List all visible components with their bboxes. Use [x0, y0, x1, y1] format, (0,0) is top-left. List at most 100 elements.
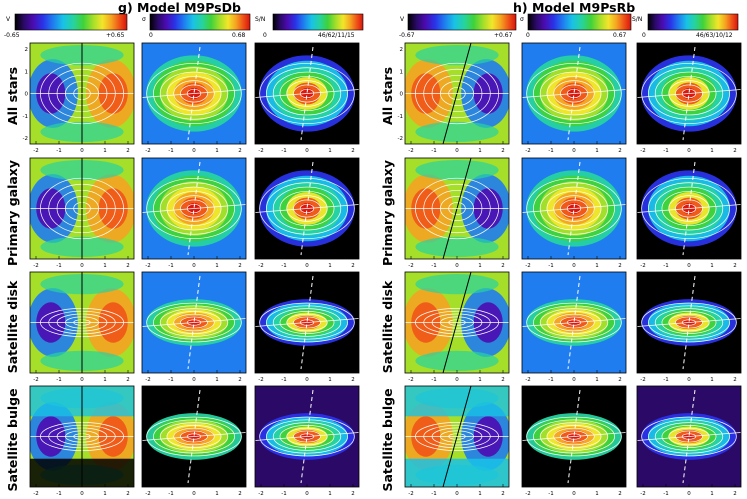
x-tick-label: -1: [548, 491, 553, 497]
x-tick-label: 0: [80, 491, 84, 497]
x-tick-label: -1: [663, 263, 668, 269]
map-panel-all-stars-h-sn: -2 -1 0 1 2: [636, 42, 742, 154]
colorbar-h-sn-symbol: S/N: [632, 16, 642, 23]
x-tick-label: -1: [431, 263, 436, 269]
x-tick-label: -1: [548, 377, 553, 383]
y-tick-labels: -2 -1 0 1 2: [398, 47, 404, 142]
x-tick-label: 2: [126, 377, 130, 383]
map-panel-primary-galaxy-g-velocity: -2 -1 0 1 2: [29, 157, 135, 269]
map-panel-all-stars-g-velocity: -2 -1 0 1 2 -2 -1 0 1 2: [23, 42, 135, 154]
x-tick-label: -1: [281, 263, 286, 269]
x-tick-label: 1: [103, 263, 107, 269]
y-tick-label: 2: [400, 47, 404, 53]
row-label-satellite-disk: Satellite disk: [5, 280, 20, 373]
x-tick-label: 2: [733, 491, 737, 497]
x-tick-label: 0: [455, 377, 459, 383]
row-label-satellite-bulge: Satellite bulge: [5, 388, 20, 491]
x-tick-label: 2: [351, 148, 355, 154]
x-tick-label: -2: [525, 148, 530, 154]
map-panel-primary-galaxy-h-sn: -2 -1 0 1 2: [636, 157, 742, 269]
x-tick-label: -1: [431, 377, 436, 383]
y-tick-label: 0: [25, 92, 29, 98]
colorbar-g-velocity-min: -0.65: [4, 32, 20, 39]
x-tick-label: 0: [687, 377, 691, 383]
x-tick-label: 1: [710, 377, 714, 383]
colorbar-g-sigma-symbol: σ: [142, 16, 146, 23]
map-panel-satellite-bulge-g-sn: -2 -1 0 1 2: [254, 385, 360, 497]
map-panel-satellite-bulge-h-velocity: -2 -1 0 1 2: [404, 385, 510, 497]
x-tick-label: 2: [733, 148, 737, 154]
x-tick-label: 0: [305, 491, 309, 497]
colorbar-h-sigma-min: 0: [526, 32, 530, 39]
x-tick-label: 1: [215, 148, 219, 154]
x-tick-label: 2: [501, 377, 505, 383]
map-panel-satellite-disk-g-sigma: -2 -1 0 1 2: [141, 271, 247, 383]
x-tick-label: -2: [640, 377, 645, 383]
y-tick-label: 1: [400, 69, 404, 75]
x-tick-label: 2: [238, 263, 242, 269]
y-tick-labels: -2 -1 0 1 2: [23, 47, 29, 142]
x-tick-label: 1: [478, 263, 482, 269]
x-tick-label: 2: [501, 491, 505, 497]
x-tick-label: -2: [33, 491, 38, 497]
x-tick-label: 0: [305, 148, 309, 154]
colorbar-g-sn-max: 46/62/11/15: [318, 32, 355, 39]
map-panel-all-stars-h-sigma: -2 -1 0 1 2: [521, 42, 627, 154]
x-tick-label: -1: [548, 148, 553, 154]
y-tick-label: -2: [398, 136, 403, 142]
x-tick-label: 2: [351, 491, 355, 497]
map-panel-primary-galaxy-g-sigma: -2 -1 0 1 2: [141, 157, 247, 269]
x-tick-label: -1: [281, 491, 286, 497]
panel-h-title: h) Model M9PsRb: [513, 0, 635, 15]
x-tick-label: -1: [281, 377, 286, 383]
map-panel-satellite-bulge-g-sigma: -2 -1 0 1 2: [141, 385, 247, 497]
y-tick-label: -1: [398, 114, 403, 120]
x-tick-label: -2: [525, 263, 530, 269]
x-tick-label: -2: [258, 148, 263, 154]
map-panel-all-stars-h-velocity: -2 -1 0 1 2 -2 -1 0 1 2: [398, 42, 510, 154]
x-tick-label: -2: [640, 148, 645, 154]
x-tick-label: 1: [595, 263, 599, 269]
x-tick-label: 2: [351, 263, 355, 269]
map-panel-primary-galaxy-g-sn: -2 -1 0 1 2: [254, 157, 360, 269]
x-tick-label: 1: [215, 377, 219, 383]
x-tick-label: 1: [103, 377, 107, 383]
x-tick-label: 0: [80, 148, 84, 154]
colorbar-g-velocity-max: +0.65: [106, 32, 125, 39]
x-tick-label: 1: [328, 263, 332, 269]
x-tick-label: 1: [595, 491, 599, 497]
x-tick-label: -2: [33, 263, 38, 269]
x-tick-label: 0: [80, 263, 84, 269]
x-tick-label: 1: [328, 377, 332, 383]
colorbar-g-velocity: V -0.65 +0.65: [4, 13, 128, 39]
x-tick-label: 0: [572, 491, 576, 497]
colorbar-h-velocity-symbol: V: [400, 16, 405, 23]
colorbar-g-velocity-symbol: V: [6, 16, 11, 23]
row-label-all-stars: All stars: [5, 67, 20, 125]
x-tick-label: -2: [408, 263, 413, 269]
y-tick-label: 1: [25, 69, 29, 75]
colorbar-h-sigma: σ 0 0.67: [520, 13, 632, 39]
colorbar-h-velocity: V -0.67 +0.67: [399, 13, 517, 39]
x-tick-label: 2: [618, 491, 622, 497]
x-tick-label: 0: [455, 148, 459, 154]
x-tick-label: -2: [408, 491, 413, 497]
x-tick-label: 2: [501, 263, 505, 269]
row-label-satellite-bulge-h: Satellite bulge: [380, 388, 395, 491]
x-tick-label: -2: [145, 148, 150, 154]
map-panel-satellite-disk-h-velocity: -2 -1 0 1 2: [404, 271, 510, 383]
map-panels: -2 -1 0 1 2 -2 -1 0 1 2 -2 -1 0 1 2 -2 -1 0 1 2 -2 -1 0 1 2 -2 -1 0…: [23, 42, 742, 497]
x-tick-label: 0: [572, 263, 576, 269]
x-tick-label: 2: [618, 148, 622, 154]
colorbar-g-sn-min: 0: [263, 32, 267, 39]
colorbar-g-sigma: σ 0 0.68: [142, 13, 251, 39]
x-tick-label: -2: [640, 491, 645, 497]
x-tick-label: 1: [478, 491, 482, 497]
map-panel-satellite-bulge-h-sn: -2 -1 0 1 2: [636, 385, 742, 497]
x-tick-label: 1: [595, 377, 599, 383]
x-tick-label: -1: [168, 491, 173, 497]
x-tick-label: 2: [238, 377, 242, 383]
colorbar-h-sigma-symbol: σ: [520, 16, 524, 23]
x-tick-label: 0: [192, 491, 196, 497]
y-tick-label: -2: [23, 136, 28, 142]
